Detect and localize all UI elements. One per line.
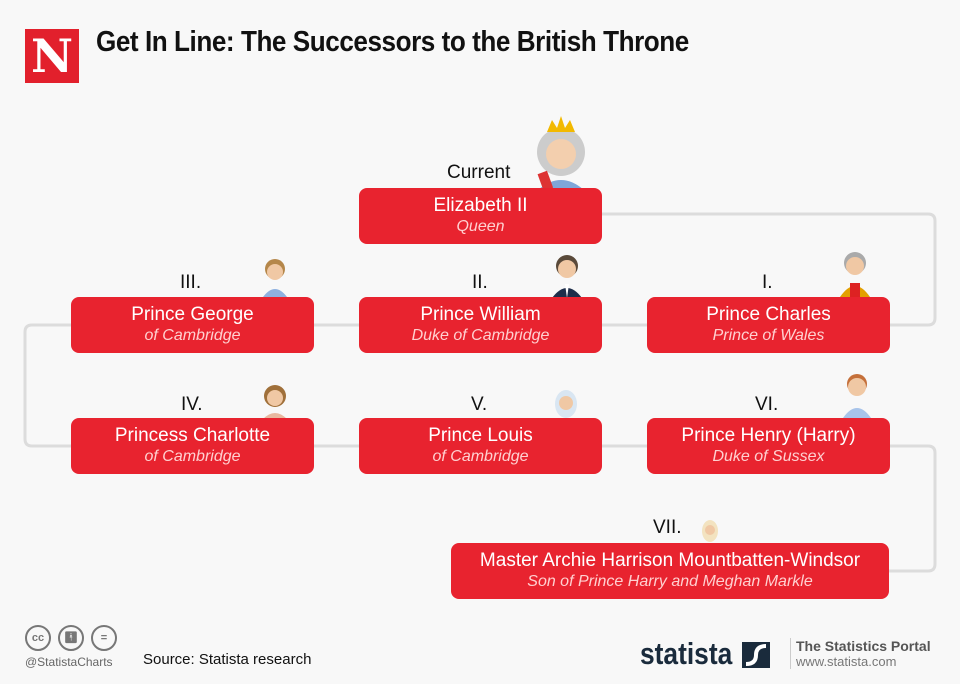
statista-logo: statista [640,636,733,671]
newsweek-logo: N [25,29,79,83]
node-name: Prince George [131,304,254,325]
portal-title: The Statistics Portal [796,638,931,654]
node-name: Master Archie Harrison Mountbatten-Winds… [479,550,861,571]
node-subtitle: of Cambridge [144,327,241,344]
william-avatar-icon [552,255,582,298]
node-name: Prince William [420,304,541,325]
node-name: Elizabeth II [433,195,528,216]
rank-label: II. [472,272,488,293]
node-subtitle: Duke of Sussex [712,448,825,465]
node-name: Prince Henry (Harry) [681,425,856,446]
rank-label: V. [471,394,488,415]
george-avatar-icon [263,259,287,297]
node-william: Prince William Duke of Cambridge [359,297,602,353]
node-name: Prince Charles [706,304,831,325]
node-louis: Prince Louis of Cambridge [359,418,602,474]
louis-avatar-icon [555,390,577,418]
rank-label: I. [762,272,773,293]
node-subtitle: Duke of Cambridge [411,327,550,344]
statista-portal: The Statistics Portal www.statista.com [790,638,931,669]
rank-label: IV. [181,394,203,415]
rank-label: Current [447,162,511,183]
rank-label: VII. [653,517,682,538]
node-charles: Prince Charles Prince of Wales [647,297,890,353]
portal-url: www.statista.com [796,654,897,669]
node-harry: Prince Henry (Harry) Duke of Sussex [647,418,890,474]
node-charlotte: Princess Charlotte of Cambridge [71,418,314,474]
statista-handle: @StatistaCharts [25,655,113,669]
archie-avatar-icon [702,520,718,542]
queen-avatar-icon [537,116,585,190]
rank-label: III. [180,272,202,293]
attribution-icon: 🚹︎ [58,625,84,651]
node-name: Princess Charlotte [114,425,271,446]
node-archie: Master Archie Harrison Mountbatten-Winds… [451,543,889,599]
node-george: Prince George of Cambridge [71,297,314,353]
cc-license-icon: cc [25,625,51,651]
rank-label: VI. [755,394,779,415]
node-subtitle: Prince of Wales [712,327,825,344]
harry-avatar-icon [843,374,871,418]
node-subtitle: Son of Prince Harry and Meghan Markle [527,573,813,590]
node-name: Prince Louis [428,425,533,446]
source-note: Source: Statista research [143,651,312,668]
node-subtitle: of Cambridge [144,448,241,465]
no-derivatives-icon: = [91,625,117,651]
node-subtitle: of Cambridge [432,448,529,465]
node-elizabeth: Elizabeth II Queen [359,188,602,244]
statista-mark-icon [742,642,770,668]
page-title: Get In Line: The Successors to the Briti… [96,26,689,58]
charles-avatar-icon [840,252,870,297]
node-subtitle: Queen [456,218,505,235]
charlotte-avatar-icon [263,385,287,419]
